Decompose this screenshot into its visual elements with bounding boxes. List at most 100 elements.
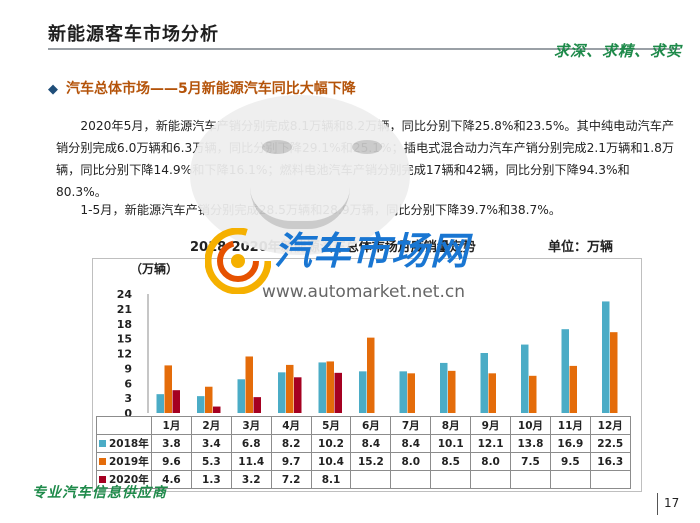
legend-entry: 2018年 — [96, 434, 152, 453]
bar-2018年-2月 — [197, 396, 205, 413]
bar-2019年-9月 — [488, 373, 496, 413]
table-row-series-2: 2020年 4.6 1.3 3.2 7.2 8.1 — [96, 470, 631, 489]
data-label: 8.0 — [470, 452, 512, 471]
watermark-brand: 汽车市场网 — [274, 229, 470, 273]
data-label: 9.7 — [270, 452, 312, 471]
smiley-watermark — [190, 95, 410, 255]
watermark-mouth — [250, 187, 350, 229]
bar-2019年-6月 — [367, 337, 375, 413]
legend-swatch — [99, 476, 106, 483]
data-label: 5.3 — [190, 452, 232, 471]
bar-2019年-4月 — [286, 364, 294, 413]
watermark-eye-right — [352, 140, 382, 154]
y-tick-label: 9 — [124, 362, 132, 375]
data-label: 3.4 — [190, 434, 232, 453]
legend-label: 2019年 — [109, 456, 149, 468]
bar-2018年-7月 — [399, 371, 407, 413]
bar-2018年-1月 — [156, 394, 164, 413]
data-label: 13.8 — [510, 434, 551, 453]
x-tick-label: 5月 — [310, 416, 352, 435]
data-label — [510, 470, 551, 489]
chart-frame — [92, 258, 642, 492]
bar-2019年-5月 — [326, 361, 334, 413]
data-label: 15.2 — [350, 452, 392, 471]
bar-2018年-11月 — [561, 329, 569, 413]
data-label: 10.4 — [310, 452, 352, 471]
y-tick-label: 0 — [124, 407, 132, 420]
data-label: 8.0 — [390, 452, 432, 471]
page-title: 新能源客车市场分析 — [48, 24, 219, 45]
page-number: 17 — [664, 496, 680, 510]
data-label: 8.4 — [390, 434, 432, 453]
y-tick-label: 21 — [117, 303, 132, 316]
automarket-logo-icon — [205, 228, 271, 294]
bar-2018年-3月 — [237, 379, 245, 413]
legend-swatch — [99, 440, 106, 447]
legend-label: 2020年 — [109, 474, 149, 486]
bar-2019年-3月 — [245, 356, 253, 413]
bar-2020年-5月 — [334, 372, 342, 413]
legend-entry: 2019年 — [96, 452, 152, 471]
bar-2018年-8月 — [440, 362, 448, 413]
data-label: 16.3 — [589, 452, 631, 471]
data-label: 3.2 — [230, 470, 272, 489]
bar-2018年-9月 — [480, 353, 488, 413]
y-tick-label: 18 — [117, 318, 132, 331]
data-label — [589, 470, 631, 489]
bar-2019年-1月 — [164, 365, 172, 413]
x-tick-label: 8月 — [430, 416, 472, 435]
watermark-url: www.automarket.net.cn — [262, 282, 465, 302]
bar-2018年-5月 — [318, 362, 326, 413]
data-label: 10.1 — [430, 434, 472, 453]
x-tick-label: 6月 — [350, 416, 392, 435]
data-label: 12.1 — [470, 434, 512, 453]
x-tick-label: 1月 — [151, 416, 192, 435]
footer-tagline: 专业汽车信息供应商 — [32, 485, 167, 501]
y-tick-label: 3 — [124, 392, 132, 405]
bar-2018年-4月 — [278, 372, 286, 413]
title-divider — [48, 48, 680, 50]
bar-2019年-7月 — [407, 373, 415, 413]
x-tick-label: 9月 — [470, 416, 512, 435]
data-label: 1.3 — [190, 470, 232, 489]
data-label: 10.2 — [310, 434, 352, 453]
y-axis-label: （万辆） — [130, 262, 179, 276]
page-number-divider — [657, 493, 658, 515]
bar-2020年-4月 — [294, 377, 302, 413]
section-heading-text: 汽车总体市场——5月新能源汽车同比大幅下降 — [66, 81, 356, 97]
data-label — [430, 470, 472, 489]
data-label: 9.6 — [151, 452, 192, 471]
data-label: 4.6 — [151, 470, 192, 489]
data-label — [350, 470, 392, 489]
bar-2018年-6月 — [359, 371, 367, 413]
x-tick-label: 2月 — [190, 416, 232, 435]
data-label: 11.4 — [230, 452, 272, 471]
watermark-eye-left — [262, 140, 292, 154]
data-label — [470, 470, 512, 489]
bar-2020年-1月 — [172, 390, 180, 413]
y-tick-label: 6 — [124, 377, 132, 390]
data-label: 22.5 — [589, 434, 631, 453]
legend-swatch — [99, 458, 106, 465]
data-label: 6.8 — [230, 434, 272, 453]
bar-2019年-8月 — [448, 370, 456, 413]
data-label — [390, 470, 432, 489]
bar-2018年-12月 — [602, 301, 610, 413]
section-heading: ◆ 汽车总体市场——5月新能源汽车同比大幅下降 — [48, 78, 356, 98]
data-label: 8.2 — [270, 434, 312, 453]
data-label: 9.5 — [549, 452, 591, 471]
y-tick-label: 15 — [117, 333, 132, 346]
x-tick-label: 10月 — [510, 416, 551, 435]
legend-label: 2018年 — [109, 438, 149, 450]
table-row-series-1: 2019年 9.6 5.3 11.4 9.7 10.4 15.2 8.0 8.5 8.0 7.5 9.… — [96, 452, 631, 471]
chart-unit: 单位：万辆 — [548, 240, 614, 255]
x-tick-label: 7月 — [390, 416, 432, 435]
bar-2019年-10月 — [529, 375, 537, 413]
table-row-series-0: 2018年 3.8 3.4 6.8 8.2 10.2 8.4 8.4 10.1 12.1 13.8 1… — [96, 434, 631, 453]
bar-2019年-12月 — [610, 332, 618, 413]
data-label: 8.1 — [310, 470, 352, 489]
bar-2019年-2月 — [205, 386, 213, 413]
bar-2020年-2月 — [213, 406, 221, 413]
slogan: 求深、求精、求实 — [553, 42, 682, 60]
x-tick-label: 12月 — [589, 416, 631, 435]
